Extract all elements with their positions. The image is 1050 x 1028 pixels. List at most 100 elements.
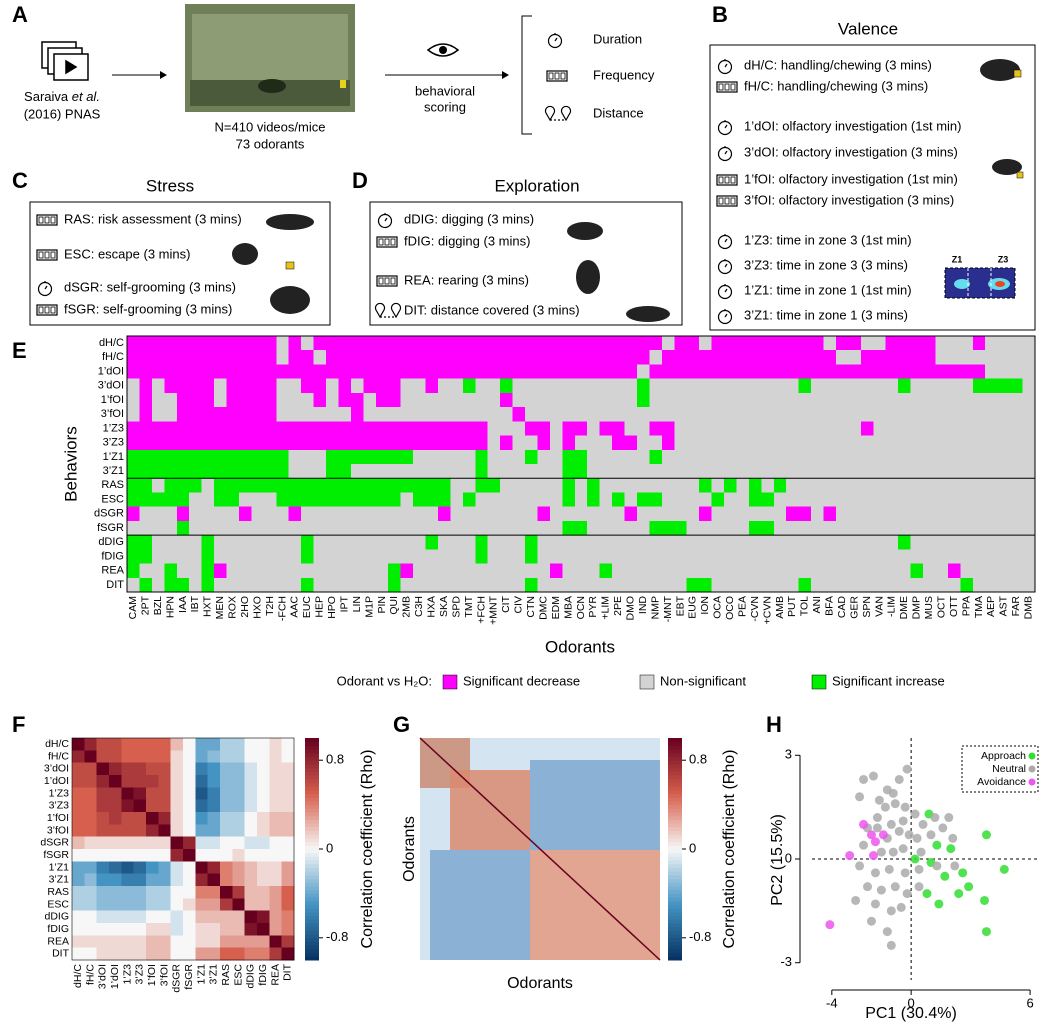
heatmap-cell bbox=[773, 464, 787, 479]
row-label: 3’Z3 bbox=[49, 800, 70, 812]
heatmap-cell bbox=[512, 392, 526, 408]
heatmap-cell bbox=[525, 378, 538, 394]
matrix-cell bbox=[133, 812, 147, 825]
matrix-cell bbox=[269, 898, 282, 911]
heatmap-cell bbox=[276, 421, 289, 436]
panel-letter: E bbox=[12, 338, 27, 363]
heatmap-cell bbox=[450, 435, 464, 451]
matrix-cell bbox=[244, 910, 258, 924]
y-axis-label: Behaviors bbox=[61, 426, 80, 502]
heatmap-cell bbox=[189, 435, 202, 451]
colorbar-slice bbox=[305, 871, 319, 876]
colorbar-slice bbox=[668, 952, 682, 957]
heatmap-cell bbox=[338, 520, 352, 536]
heatmap-cell bbox=[923, 464, 936, 479]
heatmap-cell bbox=[288, 364, 302, 379]
matrix-cell bbox=[84, 824, 97, 837]
column-label: 3’Z1 bbox=[208, 964, 220, 985]
heatmap-cell bbox=[201, 407, 215, 422]
matrix-cell bbox=[121, 762, 134, 776]
colorbar-slice bbox=[668, 778, 682, 783]
heatmap-cell bbox=[413, 449, 426, 465]
matrix-cell bbox=[72, 861, 85, 874]
colorbar-tick-label: 0.8 bbox=[326, 752, 344, 767]
heatmap-cell bbox=[873, 407, 887, 422]
column-label: OCN bbox=[575, 596, 587, 619]
colorbar-tick-label: 0 bbox=[326, 840, 333, 855]
heatmap-cell bbox=[288, 392, 302, 408]
heatmap-cell bbox=[674, 336, 688, 351]
column-label: 2MB bbox=[401, 596, 413, 618]
heatmap-cell bbox=[201, 421, 215, 436]
heatmap-cell bbox=[711, 449, 725, 465]
colorbar-slice bbox=[305, 834, 319, 839]
heatmap-cell bbox=[350, 520, 364, 536]
heatmap-cell bbox=[873, 350, 887, 365]
heatmap-cell bbox=[661, 535, 675, 550]
heatmap-cell bbox=[860, 336, 874, 351]
matrix-cell bbox=[109, 910, 122, 924]
heatmap-cell bbox=[923, 336, 936, 351]
heatmap-cell bbox=[500, 435, 513, 451]
heatmap-cell bbox=[263, 549, 277, 564]
heatmap-cell bbox=[649, 449, 663, 465]
matrix-cell bbox=[183, 787, 196, 800]
heatmap-cell bbox=[574, 421, 588, 436]
heatmap-cell bbox=[823, 549, 837, 564]
heatmap-cell bbox=[661, 464, 675, 479]
heatmap-cell bbox=[910, 336, 924, 351]
heatmap-cell bbox=[176, 520, 190, 536]
heatmap-cell bbox=[475, 435, 489, 451]
heatmap-cell bbox=[487, 563, 501, 579]
heatmap-cell bbox=[636, 336, 650, 351]
matrix-cell bbox=[281, 861, 295, 874]
timer-hand bbox=[724, 124, 728, 129]
colorbar-slice bbox=[668, 867, 682, 872]
heatmap-cell bbox=[885, 449, 899, 465]
colorbar-slice bbox=[305, 786, 319, 791]
column-label: -LIM bbox=[886, 596, 898, 617]
colorbar-slice bbox=[668, 845, 682, 850]
matrix-cell bbox=[220, 738, 233, 751]
colorbar-slice bbox=[668, 823, 682, 828]
heatmap-cell bbox=[997, 577, 1011, 593]
heatmap-cell bbox=[326, 364, 339, 379]
point bbox=[979, 895, 989, 905]
row-label: 1’fOI bbox=[47, 812, 69, 824]
heatmap-cell bbox=[487, 435, 501, 451]
heatmap-cell bbox=[724, 535, 737, 550]
matrix-cell bbox=[257, 750, 270, 763]
heatmap-cell bbox=[724, 577, 737, 593]
panel-letter: D bbox=[352, 168, 368, 193]
heatmap-cell bbox=[674, 449, 688, 465]
heatmap-cell bbox=[537, 520, 551, 536]
counter-icon bbox=[36, 304, 58, 316]
heatmap-cell bbox=[512, 520, 526, 536]
heatmap-cell bbox=[525, 350, 538, 365]
heatmap-cell bbox=[189, 421, 202, 436]
counter-digit bbox=[38, 251, 44, 259]
heatmap-cell bbox=[475, 563, 489, 579]
heatmap-cell bbox=[413, 378, 426, 394]
heatmap-cell bbox=[475, 378, 489, 394]
heatmap-cell bbox=[238, 336, 252, 351]
row-label: 1’Z1 bbox=[49, 861, 70, 873]
heatmap-cell bbox=[711, 378, 725, 394]
heatmap-cell bbox=[624, 492, 638, 507]
colorbar-slice bbox=[305, 741, 319, 746]
heatmap-cell bbox=[786, 563, 799, 579]
legend-label: Approach bbox=[981, 750, 1026, 762]
heatmap-cell bbox=[326, 449, 339, 465]
heatmap-cell bbox=[960, 449, 974, 465]
matrix-cell bbox=[195, 836, 208, 850]
heatmap-cell bbox=[848, 378, 862, 394]
matrix-cell bbox=[232, 923, 245, 936]
heatmap-cell bbox=[574, 364, 588, 379]
heatmap-cell bbox=[288, 577, 302, 593]
heatmap-cell bbox=[935, 392, 949, 408]
matrix-cell bbox=[183, 923, 196, 936]
matrix-cell bbox=[244, 886, 258, 899]
row-label: fSGR bbox=[43, 849, 69, 861]
timer-hand bbox=[724, 63, 728, 68]
heatmap-cell bbox=[288, 336, 302, 351]
